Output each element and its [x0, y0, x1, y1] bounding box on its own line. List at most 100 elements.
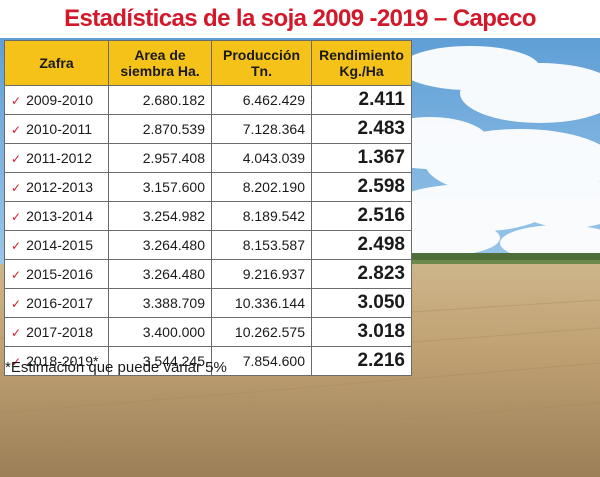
footnote: *Estimación que puede variar 5%: [5, 359, 227, 376]
cell-value: 2010-2011: [26, 121, 92, 137]
table-row: ✓ 2018-2019* 3.544.245 7.854.600 2.216: [4, 346, 412, 376]
produccion-cell: 9.216.937: [211, 259, 312, 289]
cell-value: 9.216.937: [242, 266, 305, 282]
produccion-cell: 7.854.600: [211, 346, 312, 376]
column-header-line: Tn.: [251, 63, 272, 79]
checkmark-icon: ✓: [11, 326, 22, 340]
cell-value: 4.043.039: [242, 150, 305, 166]
rendimiento-cell: 2.598: [311, 172, 412, 202]
chart-title: Estadísticas de la soja 2009 -2019 – Cap…: [0, 0, 600, 38]
cell-value: 7.128.364: [242, 121, 305, 137]
column-header-line: siembra Ha.: [120, 63, 200, 79]
area-cell: 3.388.709: [108, 288, 212, 318]
checkmark-icon: ✓: [11, 123, 22, 137]
produccion-cell: 4.043.039: [211, 143, 312, 173]
cell-value: 2.216: [357, 350, 405, 371]
cell-value: 3.388.709: [142, 295, 205, 311]
table-row: ✓ 2012-2013 3.157.600 8.202.190 2.598: [4, 172, 412, 202]
cell-value: 2013-2014: [26, 208, 94, 224]
cell-value: 2.411: [358, 89, 406, 110]
cell-value: 2015-2016: [26, 266, 94, 282]
rendimiento-cell: 2.483: [311, 114, 412, 144]
area-cell: 2.680.182: [108, 85, 212, 115]
cell-value: 2.516: [357, 205, 405, 226]
rendimiento-cell: 2.216: [311, 346, 412, 376]
column-header-produccion: Producción Tn.: [211, 40, 312, 86]
cell-value: 3.157.600: [142, 179, 205, 195]
rendimiento-cell: 3.050: [311, 288, 412, 318]
zafra-cell: ✓ 2013-2014: [4, 201, 109, 231]
column-header-rendimiento: Rendimiento Kg./Ha: [311, 40, 412, 86]
zafra-cell: ✓ 2014-2015: [4, 230, 109, 260]
cell-value: 2018-2019*: [26, 353, 99, 369]
produccion-cell: 7.128.364: [211, 114, 312, 144]
zafra-cell: ✓ 2017-2018: [4, 317, 109, 347]
zafra-cell: ✓ 2010-2011: [4, 114, 109, 144]
column-header-line: Rendimiento: [319, 47, 404, 63]
cell-value: 3.254.982: [142, 208, 205, 224]
area-cell: 2.957.408: [108, 143, 212, 173]
rendimiento-cell: 2.823: [311, 259, 412, 289]
cell-value: 3.264.480: [142, 266, 205, 282]
checkmark-icon: ✓: [11, 297, 22, 311]
produccion-cell: 8.153.587: [211, 230, 312, 260]
cell-value: 2.483: [357, 118, 405, 139]
cell-value: 8.202.190: [242, 179, 305, 195]
cell-value: 2.870.539: [142, 121, 205, 137]
cell-value: 3.544.245: [142, 353, 205, 369]
cell-value: 3.264.480: [142, 237, 205, 253]
checkmark-icon: ✓: [11, 152, 22, 166]
cell-value: 3.050: [357, 292, 405, 313]
produccion-cell: 8.202.190: [211, 172, 312, 202]
cell-value: 8.153.587: [242, 237, 305, 253]
checkmark-icon: ✓: [11, 210, 22, 224]
table-header-row: Zafra Area de siembra Ha. Producción Tn. Rend…: [4, 40, 412, 86]
rendimiento-cell: 1.367: [311, 143, 412, 173]
table-row: ✓ 2009-2010 2.680.182 6.462.429 2.411: [4, 85, 412, 115]
cell-value: 2016-2017: [26, 295, 94, 311]
area-cell: 3.157.600: [108, 172, 212, 202]
column-header-line: Area de: [134, 47, 186, 63]
table-row: ✓ 2014-2015 3.264.480 8.153.587 2.498: [4, 230, 412, 260]
cell-value: 7.854.600: [242, 353, 305, 369]
soy-statistics-table: Zafra Area de siembra Ha. Producción Tn. Rend…: [4, 40, 412, 376]
column-header-line: Producción: [222, 47, 300, 63]
cell-value: 8.189.542: [242, 208, 305, 224]
cell-value: 2.598: [357, 176, 405, 197]
cell-value: 2011-2012: [26, 150, 92, 166]
cell-value: 2.957.408: [142, 150, 205, 166]
cell-value: 2012-2013: [26, 179, 94, 195]
cell-value: 1.367: [357, 147, 405, 168]
area-cell: 3.544.245: [108, 346, 212, 376]
rendimiento-cell: 2.498: [311, 230, 412, 260]
checkmark-icon: ✓: [11, 181, 22, 195]
rendimiento-cell: 2.516: [311, 201, 412, 231]
cell-value: 2009-2010: [26, 92, 94, 108]
checkmark-icon: ✓: [11, 239, 22, 253]
cell-value: 6.462.429: [242, 92, 305, 108]
area-cell: 3.264.480: [108, 230, 212, 260]
produccion-cell: 10.262.575: [211, 317, 312, 347]
cell-value: 2.498: [357, 234, 405, 255]
table-row: ✓ 2015-2016 3.264.480 9.216.937 2.823: [4, 259, 412, 289]
produccion-cell: 10.336.144: [211, 288, 312, 318]
checkmark-icon: ✓: [11, 268, 22, 282]
cell-value: 3.018: [357, 321, 405, 342]
column-header-line: Zafra: [39, 55, 74, 71]
rendimiento-cell: 3.018: [311, 317, 412, 347]
cell-value: 2.680.182: [142, 92, 205, 108]
produccion-cell: 6.462.429: [211, 85, 312, 115]
cell-value: 3.400.000: [142, 324, 205, 340]
area-cell: 3.264.480: [108, 259, 212, 289]
column-header-line: Kg./Ha: [339, 63, 384, 79]
table-row: ✓ 2013-2014 3.254.982 8.189.542 2.516: [4, 201, 412, 231]
column-header-area: Area de siembra Ha.: [108, 40, 212, 86]
rendimiento-cell: 2.411: [311, 85, 412, 115]
cell-value: 2014-2015: [26, 237, 94, 253]
table-row: ✓ 2017-2018 3.400.000 10.262.575 3.018: [4, 317, 412, 347]
table-row: ✓ 2011-2012 2.957.408 4.043.039 1.367: [4, 143, 412, 173]
area-cell: 3.400.000: [108, 317, 212, 347]
checkmark-icon: ✓: [11, 355, 22, 369]
zafra-cell: ✓ 2016-2017: [4, 288, 109, 318]
table-row: ✓ 2016-2017 3.388.709 10.336.144 3.050: [4, 288, 412, 318]
